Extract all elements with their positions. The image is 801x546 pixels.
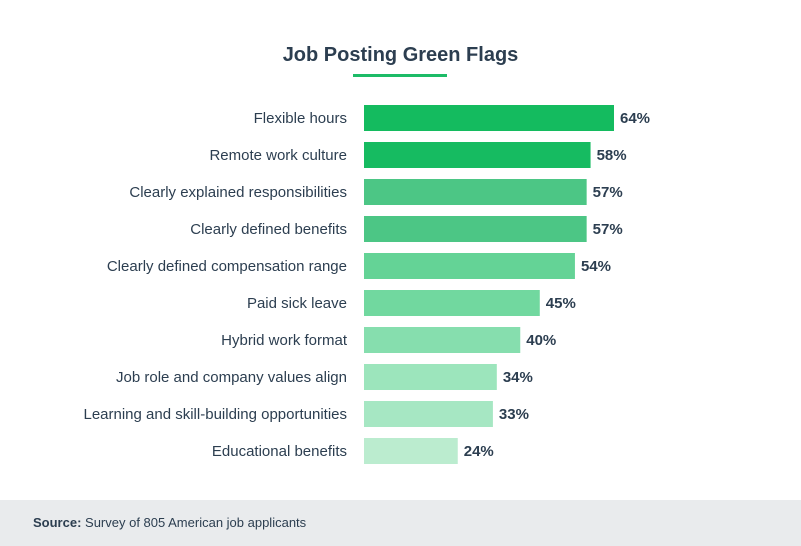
bar <box>364 290 540 316</box>
value-label: 33% <box>499 406 529 423</box>
category-label: Job role and company values align <box>116 369 347 386</box>
source-text: Survey of 805 American job applicants <box>85 515 307 530</box>
value-label: 64% <box>620 110 650 127</box>
bar <box>364 327 521 353</box>
category-label: Remote work culture <box>209 147 347 164</box>
value-label: 57% <box>593 184 623 201</box>
source-label: Source: <box>33 515 82 530</box>
bar <box>364 438 458 464</box>
category-label: Clearly defined compensation range <box>107 258 347 275</box>
bar-chart: Flexible hours 64% Remote work culture 58% C… <box>83 105 650 464</box>
bar <box>364 401 493 427</box>
chart-title: Job Posting Green Flags <box>282 44 519 66</box>
value-label: 58% <box>597 147 627 164</box>
value-label: 54% <box>581 258 611 275</box>
category-label: Educational benefits <box>212 443 347 460</box>
value-label: 24% <box>464 443 494 460</box>
category-label: Learning and skill-building opportunitie… <box>83 406 347 423</box>
category-label: Clearly defined benefits <box>190 221 347 238</box>
bar <box>364 105 614 131</box>
category-label: Paid sick leave <box>247 295 347 312</box>
bar <box>364 179 587 205</box>
value-label: 57% <box>593 221 623 238</box>
value-label: 34% <box>503 369 533 386</box>
bar <box>364 253 575 279</box>
title-underline <box>353 74 447 77</box>
source-note: Source: Survey of 805 American job appli… <box>33 515 306 530</box>
value-label: 45% <box>546 295 576 312</box>
category-label: Flexible hours <box>254 110 347 127</box>
bar <box>364 216 587 242</box>
source-footer: Source: Survey of 805 American job appli… <box>0 500 801 546</box>
bar <box>364 142 591 168</box>
value-label: 40% <box>526 332 556 349</box>
bar <box>364 364 497 390</box>
category-label: Hybrid work format <box>221 332 348 349</box>
category-label: Clearly explained responsibilities <box>129 184 347 201</box>
